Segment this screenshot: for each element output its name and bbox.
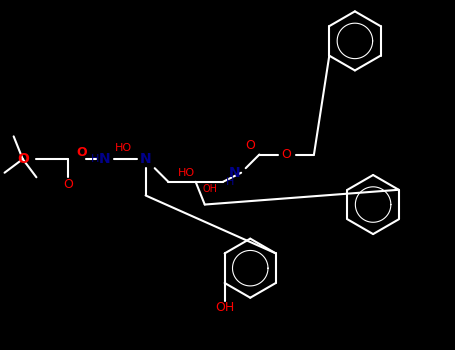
Text: O: O (17, 152, 29, 166)
Text: O: O (76, 146, 87, 159)
Text: H: H (91, 154, 100, 164)
Text: HO: HO (178, 168, 195, 178)
Text: N: N (140, 152, 152, 166)
Text: OH: OH (215, 301, 234, 314)
Text: H: H (226, 177, 234, 187)
Text: HO: HO (115, 143, 132, 153)
Text: N: N (99, 152, 111, 166)
Text: O: O (282, 148, 292, 161)
Text: O: O (245, 139, 255, 152)
Text: OH: OH (202, 184, 217, 194)
Text: N: N (228, 166, 240, 180)
Text: O: O (63, 177, 73, 191)
